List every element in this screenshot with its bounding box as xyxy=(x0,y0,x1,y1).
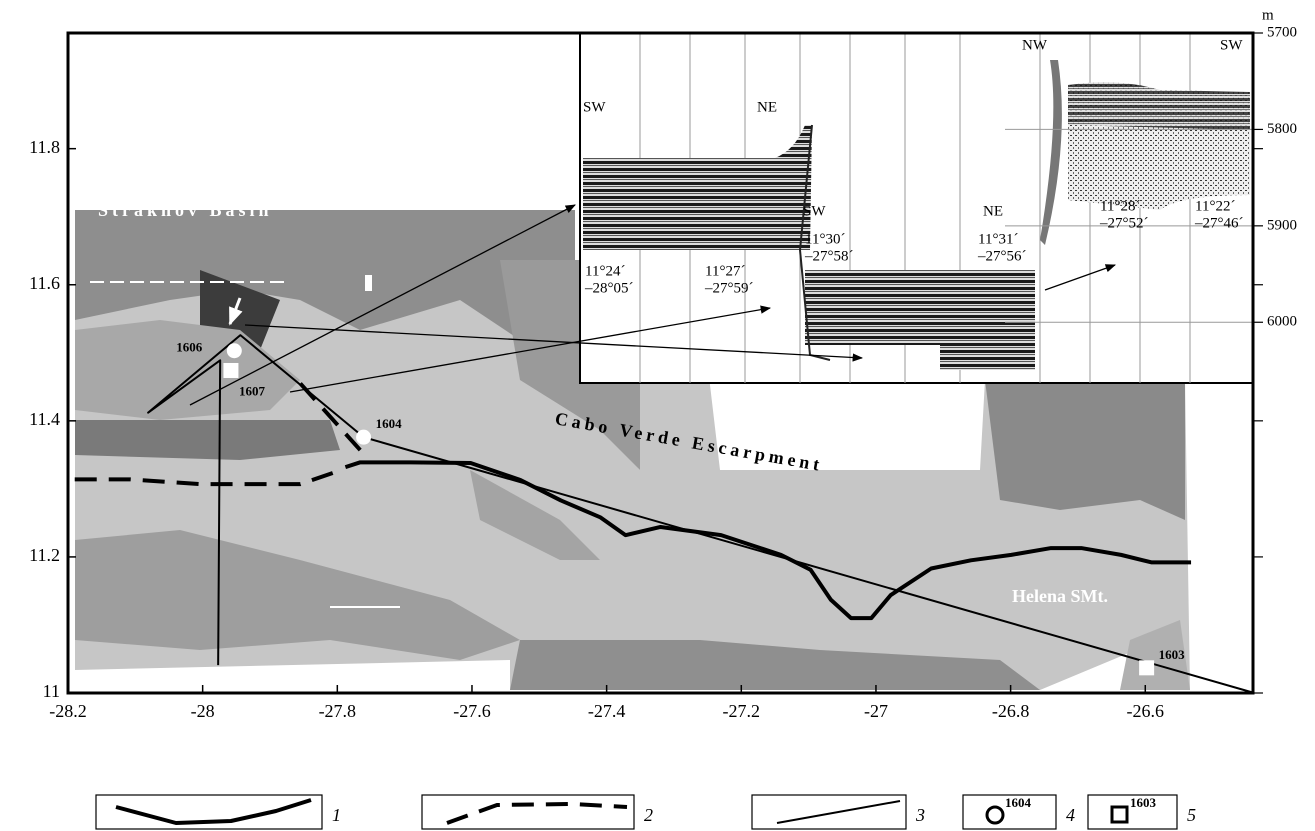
x-tick-label: -27.8 xyxy=(319,701,357,721)
y-tick-label: 11.6 xyxy=(29,273,60,293)
station-label: 1603 xyxy=(1159,647,1186,662)
inset-label: NE xyxy=(983,203,1003,219)
inset-coord: 11°24´ xyxy=(585,263,625,279)
x-tick-label: -27.6 xyxy=(453,701,491,721)
y2-tick-label: 6000 xyxy=(1267,314,1297,330)
inset-label: SW xyxy=(583,99,606,115)
inset-coord: 11°31´ xyxy=(978,231,1018,247)
x-tick-label: -28.2 xyxy=(49,701,87,721)
station-label: 1604 xyxy=(376,416,403,431)
station-marker xyxy=(357,430,371,444)
station-label: 1606 xyxy=(176,340,203,355)
inset-coord: –27°56´ xyxy=(977,248,1027,264)
x-tick-label: -26.6 xyxy=(1127,701,1165,721)
station-label: 1607 xyxy=(239,383,266,398)
legend-label: 2 xyxy=(644,805,653,825)
y-tick-label: 11.4 xyxy=(29,409,60,429)
y-tick-label: 11.8 xyxy=(29,137,60,157)
legend-box xyxy=(422,795,634,829)
y2-unit: m xyxy=(1262,7,1274,23)
y-tick-label: 11.2 xyxy=(29,545,60,565)
legend-label: 4 xyxy=(1066,805,1075,825)
legend-label: 3 xyxy=(915,805,925,825)
inset-coord: –27°52´ xyxy=(1099,215,1149,231)
inset-coord: –27°58´ xyxy=(804,248,854,264)
inset-label: SW xyxy=(1220,37,1243,53)
legend-label: 1 xyxy=(332,805,341,825)
x-tick-label: -27.4 xyxy=(588,701,626,721)
figure: -28.2 -28 -27.8 -27.6 -27.4 -27.2 -27 -26.8 -26.… xyxy=(0,0,1315,831)
legend-box xyxy=(752,795,906,829)
legend-example: 1603 xyxy=(1130,795,1157,810)
inset-coord: 11°30´ xyxy=(805,231,845,247)
annotation: Helena SMt. xyxy=(1012,586,1108,606)
legend-label: 5 xyxy=(1187,805,1196,825)
inset-coord: –28°05´ xyxy=(584,280,634,296)
y2-tick-label: 5800 xyxy=(1267,121,1297,137)
inset-coord: –27°46´ xyxy=(1194,215,1244,231)
inset-label: NE xyxy=(757,99,777,115)
station-marker xyxy=(224,363,238,377)
inset-coord: 11°22´ xyxy=(1195,198,1235,214)
x-tick-label: -28 xyxy=(191,701,215,721)
inset xyxy=(580,33,1253,383)
station-marker xyxy=(1140,661,1154,675)
inset-label: NW xyxy=(1022,37,1048,53)
inset-coord: 11°27´ xyxy=(705,263,745,279)
inset-coord: –27°59´ xyxy=(704,280,754,296)
x-tick-label: -27 xyxy=(864,701,888,721)
x-tick-label: -26.8 xyxy=(992,701,1030,721)
legend-example: 1604 xyxy=(1005,795,1032,810)
y2-tick-label: 5700 xyxy=(1267,24,1297,40)
inset-coord: 11°28´ xyxy=(1100,198,1140,214)
y2-tick-label: 5900 xyxy=(1267,217,1297,233)
x-tick-label: -27.2 xyxy=(723,701,761,721)
annotation: Strakhov Basin xyxy=(98,200,273,220)
inset-label: SW xyxy=(803,203,826,219)
y-tick-label: 11 xyxy=(43,681,60,701)
station-marker xyxy=(227,344,241,358)
